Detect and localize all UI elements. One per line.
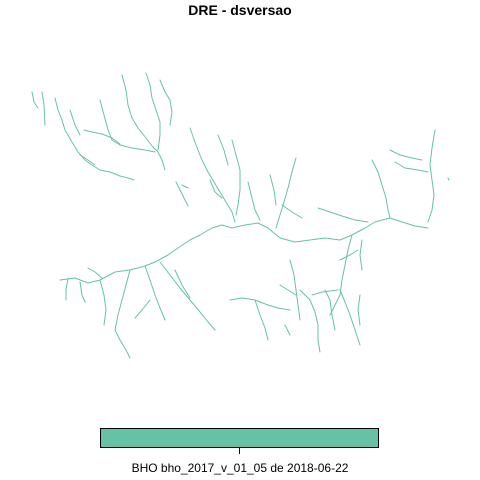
sc-tributary-1 — [229, 297, 291, 311]
nw-tributary-8 — [83, 129, 121, 145]
sc-tributary-6 — [284, 324, 291, 336]
nw-tributary-4 — [99, 99, 156, 153]
ne-tributary-3 — [281, 204, 303, 219]
e-tributary-1 — [371, 159, 391, 219]
nc-tributary-1 — [175, 181, 189, 207]
se-tributary-6 — [311, 289, 339, 296]
nw-tributary-2 — [54, 97, 135, 181]
sw-tributary-7 — [159, 261, 216, 331]
se-tributary-5 — [357, 294, 361, 326]
legend-label: BHO bho_2017_v_01_05 de 2018-06-22 — [131, 461, 349, 475]
legend-color-bar — [100, 428, 379, 448]
se-tributary-3 — [339, 289, 361, 346]
sc-tributary-2 — [254, 299, 269, 341]
nw-tributary-5 — [121, 74, 166, 171]
nc-tributary-6 — [209, 179, 223, 199]
se-tributary-7 — [339, 249, 359, 261]
main-river — [59, 217, 429, 284]
e-tributary-2 — [389, 149, 423, 161]
ne-tributary-1 — [275, 157, 297, 229]
se-tributary-2 — [359, 239, 363, 271]
river-network — [31, 72, 450, 359]
nw-tributary-9 — [79, 154, 96, 166]
sw-tributary-6 — [87, 267, 103, 279]
sw-tributary-1 — [65, 277, 69, 301]
nw-tributary-1 — [31, 91, 46, 126]
e-tributary-3 — [394, 161, 429, 173]
se-tributary-4 — [324, 289, 336, 331]
sw-tributary-9 — [134, 299, 151, 319]
nw-tributary-6 — [145, 72, 161, 151]
sw-tributary-4 — [114, 269, 131, 359]
legend-tick — [239, 448, 240, 454]
sc-tributary-3 — [289, 259, 301, 321]
nc-tributary-3 — [189, 127, 236, 223]
se-tributary-1 — [329, 234, 353, 316]
sw-tributary-2 — [79, 281, 86, 303]
map-title: DRE - dsversao — [188, 2, 292, 18]
ne-tributary-2 — [269, 174, 277, 206]
nc-tributary-7 — [247, 181, 261, 221]
nc-tributary-2 — [181, 184, 189, 189]
nw-tributary-3 — [69, 109, 81, 136]
sw-tributary-8 — [174, 269, 191, 299]
nw-tributary-7 — [159, 79, 173, 126]
e-tributary-6 — [447, 177, 450, 181]
e-tributary-5 — [317, 207, 369, 223]
sc-tributary-4 — [299, 289, 321, 353]
sw-tributary-5 — [144, 265, 166, 321]
e-tributary-4 — [427, 129, 436, 223]
sc-tributary-5 — [279, 284, 297, 296]
sw-tributary-3 — [99, 279, 107, 326]
nc-tributary-5 — [231, 139, 241, 216]
nc-tributary-4 — [217, 134, 229, 166]
